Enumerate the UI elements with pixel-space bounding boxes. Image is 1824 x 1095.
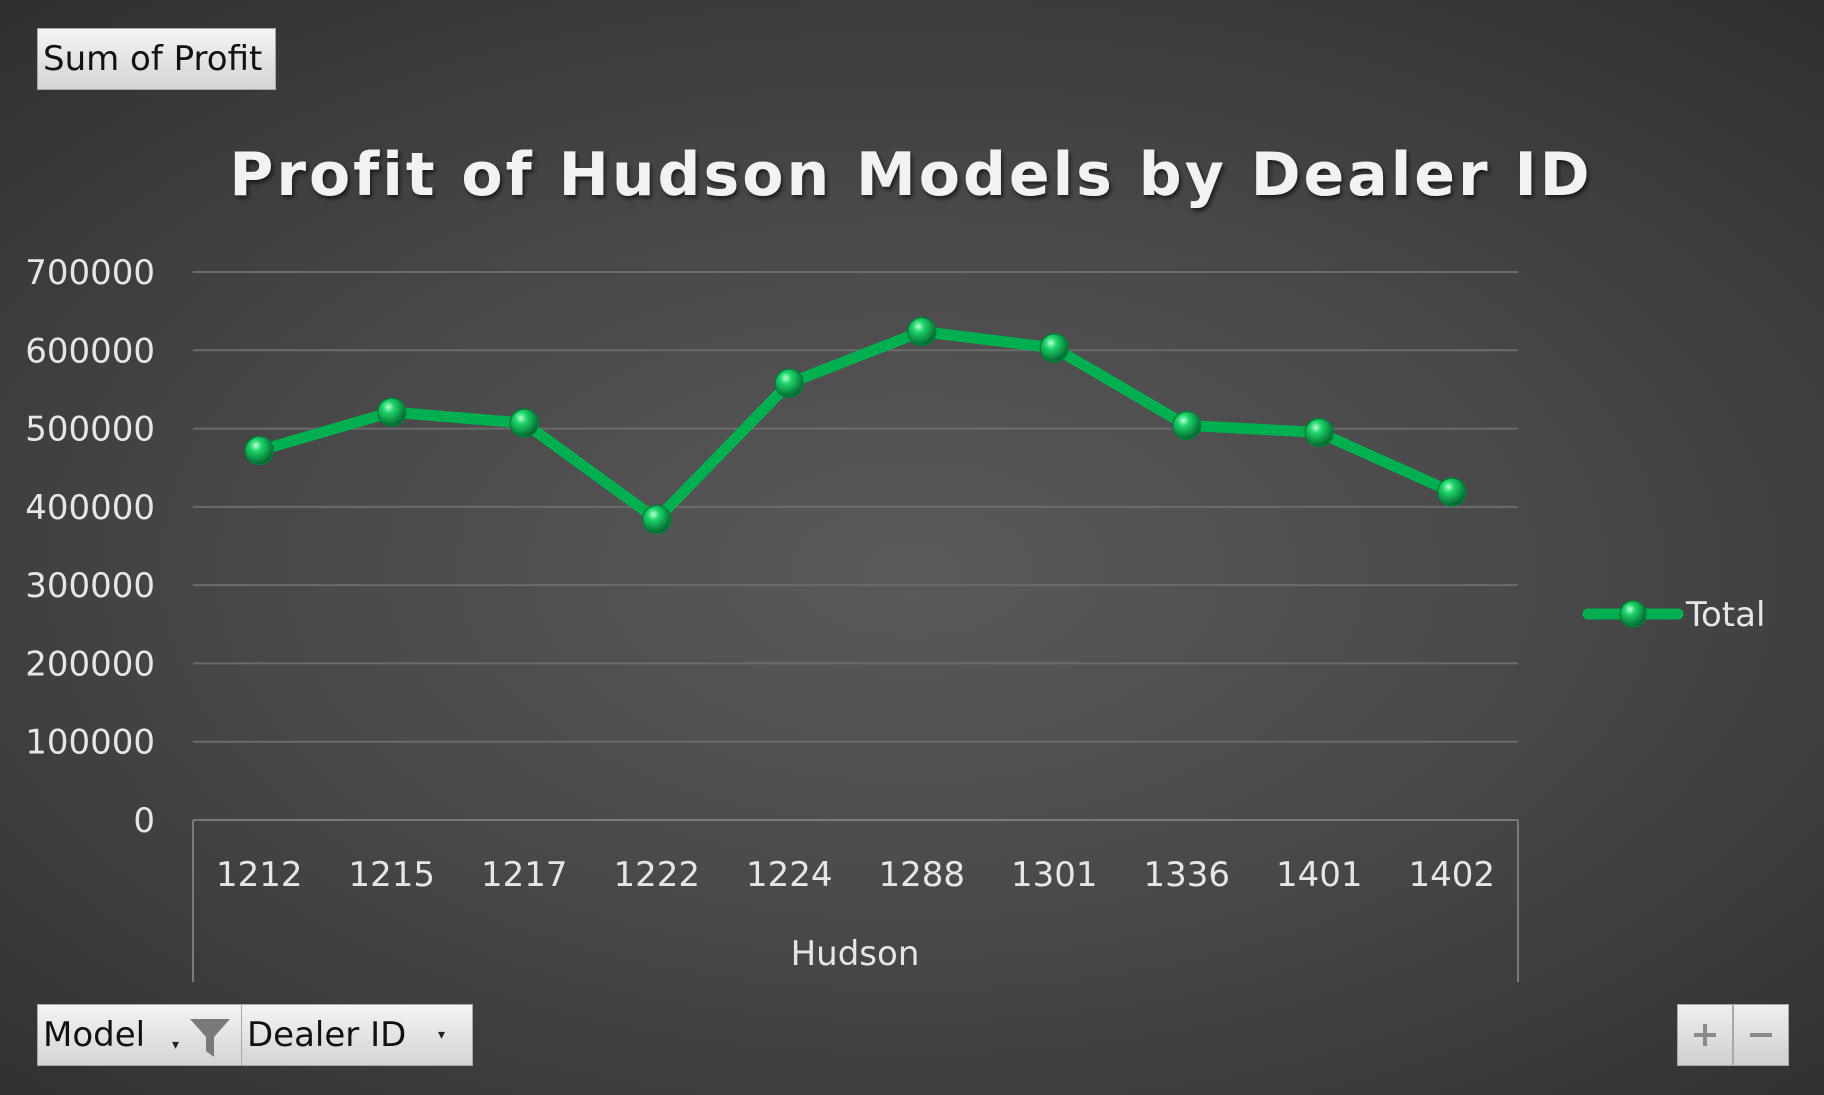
chart-axes: [192, 819, 1519, 982]
chart-title: Profit of Hudson Models by Dealer ID: [229, 140, 1592, 210]
data-point[interactable]: [1304, 417, 1334, 448]
y-tick-label: 700000: [25, 253, 155, 293]
x-tick-label: 1222: [613, 855, 700, 895]
plus-icon: [1694, 1024, 1716, 1046]
x-tick-label: 1224: [746, 855, 833, 895]
dealer-id-field-button[interactable]: Dealer ID ▾: [241, 1004, 473, 1066]
data-point[interactable]: [377, 397, 407, 427]
x-tick-label: 1217: [481, 855, 568, 895]
dealer-id-dropdown-arrow-icon[interactable]: ▾: [438, 1027, 446, 1043]
x-tick-label: 1401: [1276, 855, 1363, 895]
model-field-button[interactable]: Model ▾: [37, 1004, 242, 1066]
data-point[interactable]: [774, 368, 804, 398]
series-total: [244, 316, 1467, 535]
y-tick-label: 100000: [25, 723, 155, 763]
chart-legend: Total: [1582, 595, 1765, 635]
data-point[interactable]: [1039, 333, 1069, 363]
y-axis-tick-labels: 0 100000 200000 300000 400000 500000 600000 700…: [25, 253, 155, 841]
legend-marker-swatch: [1619, 600, 1647, 628]
y-tick-label: 600000: [25, 331, 155, 371]
data-point[interactable]: [244, 435, 274, 466]
data-point[interactable]: [642, 504, 672, 535]
collapse-entire-field-button[interactable]: [1733, 1004, 1789, 1066]
y-tick-label: 400000: [25, 488, 155, 528]
gridlines: [193, 271, 1518, 743]
x-axis-tick-labels: 1212 1215 1217 1222 1224 1288 1301 1336 1401 1402: [216, 855, 1495, 895]
x-tick-label: 1288: [878, 855, 965, 895]
data-point[interactable]: [907, 316, 937, 347]
expand-entire-field-button[interactable]: [1677, 1004, 1733, 1066]
model-field-label: Model: [43, 1015, 146, 1055]
x-tick-label: 1212: [216, 855, 303, 895]
minus-icon: [1750, 1033, 1772, 1037]
filter-funnel-icon[interactable]: [188, 1015, 232, 1059]
model-dropdown-arrow-icon[interactable]: ▾: [172, 1037, 180, 1053]
y-tick-label: 200000: [25, 644, 155, 684]
series-line: [253, 325, 1458, 525]
x-axis-group-label: Hudson: [791, 934, 920, 974]
x-tick-label: 1336: [1143, 855, 1230, 895]
sum-of-profit-field-button[interactable]: Sum of Profit: [37, 28, 276, 90]
x-tick-label: 1301: [1011, 855, 1098, 895]
legend-label-total: Total: [1685, 595, 1765, 635]
dealer-id-field-label: Dealer ID: [247, 1015, 407, 1055]
y-tick-label: 300000: [25, 566, 155, 606]
x-tick-label: 1402: [1408, 855, 1495, 895]
y-tick-label: 0: [133, 801, 155, 841]
y-tick-label: 500000: [25, 410, 155, 450]
data-point[interactable]: [1437, 477, 1467, 507]
x-tick-label: 1215: [348, 855, 435, 895]
value-field-label: Sum of Profit: [43, 39, 263, 79]
data-point[interactable]: [509, 408, 539, 438]
data-point[interactable]: [1172, 410, 1202, 441]
